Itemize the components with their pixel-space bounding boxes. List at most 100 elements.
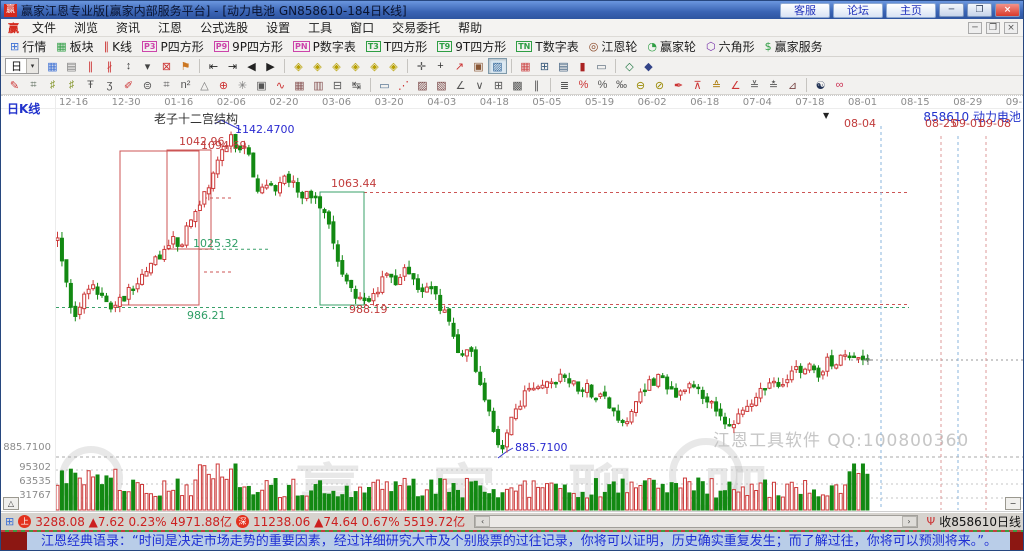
kline-up-icon[interactable]: ∥ xyxy=(81,58,100,74)
menu-item-窗口[interactable]: 窗口 xyxy=(350,21,375,35)
last-screen-icon[interactable]: ⇥ xyxy=(223,58,242,74)
scrollbar-left-icon[interactable]: ‹ xyxy=(475,516,491,527)
speed-line-icon[interactable]: ∠ xyxy=(726,77,745,93)
notes-icon[interactable]: ▤ xyxy=(554,58,573,74)
crosshair-icon[interactable]: + xyxy=(431,58,450,74)
print-icon[interactable]: ▭ xyxy=(592,58,611,74)
zoom-nav-icon-2[interactable]: ◈ xyxy=(308,58,327,74)
kline-chart-canvas[interactable] xyxy=(1,96,1024,513)
permille-icon[interactable]: ‰ xyxy=(612,77,631,93)
menu-item-资讯[interactable]: 资讯 xyxy=(116,21,141,35)
menu-item-设置[interactable]: 设置 xyxy=(266,21,291,35)
channel-icon[interactable]: ≚ xyxy=(745,77,764,93)
menu-item-浏览[interactable]: 浏览 xyxy=(74,21,99,35)
quotes-button[interactable]: ⊞ 行情 xyxy=(5,38,51,55)
pointer-tool-icon[interactable]: ↗ xyxy=(450,58,469,74)
zoom-nav-icon-5[interactable]: ◈ xyxy=(365,58,384,74)
triple-line-icon[interactable]: ≣ xyxy=(555,77,574,93)
report-view-icon[interactable]: ▤ xyxy=(62,58,81,74)
menu-item-工具[interactable]: 工具 xyxy=(308,21,333,35)
ink-tool-icon[interactable]: ✒ xyxy=(669,77,688,93)
time-grid-icon[interactable]: ▦ xyxy=(290,77,309,93)
sync-icon[interactable]: ◇ xyxy=(620,58,639,74)
curve-mode-icon[interactable]: ▨ xyxy=(488,58,507,74)
angle-tool-icon[interactable]: ✐ xyxy=(119,77,138,93)
hexagon-button[interactable]: ⬡ 六角形 xyxy=(701,38,760,55)
gann-boxes-group[interactable] xyxy=(119,149,365,306)
sse-index-value[interactable]: 3288.08 ▲7.62 0.23% 4971.88亿 xyxy=(35,515,233,529)
scale-toggle-icon[interactable]: ↕ xyxy=(119,58,138,74)
pen-tool-icon[interactable]: ✎ xyxy=(5,77,24,93)
menu-item-交易委托[interactable]: 交易委托 xyxy=(392,21,441,35)
triangle-tool-icon[interactable]: △ xyxy=(195,77,214,93)
kline-button[interactable]: ∥ K线 xyxy=(99,38,137,55)
9p-square-button[interactable]: P9 9P四方形 xyxy=(209,38,288,55)
scroll-left-icon[interactable]: ◀ xyxy=(242,58,261,74)
line-style-drop-icon[interactable]: ▾ xyxy=(138,58,157,74)
calendar-icon[interactable]: ▦ xyxy=(516,58,535,74)
t-square-button[interactable]: T3 T四方形 xyxy=(361,38,432,55)
remote-icon[interactable]: ◆ xyxy=(639,58,658,74)
t-line-icon[interactable]: Ŧ xyxy=(81,77,100,93)
square-number-icon[interactable]: n² xyxy=(176,77,195,93)
angle-line-icon[interactable]: ∠ xyxy=(451,77,470,93)
first-screen-icon[interactable]: ⇤ xyxy=(204,58,223,74)
price-grid-icon[interactable]: ▥ xyxy=(309,77,328,93)
zoom-nav-icon-1[interactable]: ◈ xyxy=(289,58,308,74)
fan-lines-icon[interactable]: ⋰ xyxy=(394,77,413,93)
vee-line-icon[interactable]: ∨ xyxy=(470,77,489,93)
homepage-button[interactable]: 主页 xyxy=(886,2,936,18)
9t-square-button[interactable]: T9 9T四方形 xyxy=(432,38,511,55)
gann-circle-icon[interactable]: ⊕ xyxy=(214,77,233,93)
circle-slash-icon[interactable]: ⊘ xyxy=(650,77,669,93)
star-burst-icon[interactable]: ✳ xyxy=(233,77,252,93)
close-button[interactable]: × xyxy=(995,3,1020,17)
mdi-minimize-icon[interactable]: ─ xyxy=(968,21,982,34)
winner-wheel-button[interactable]: ◔ 赢家轮 xyxy=(642,38,701,55)
pivot-icon[interactable]: ⊼ xyxy=(688,77,707,93)
grid-box-icon[interactable]: ⊞ xyxy=(489,77,508,93)
reg-channel-icon[interactable]: ≛ xyxy=(764,77,783,93)
pan-tool-icon[interactable]: ✛ xyxy=(412,58,431,74)
customer-service-button[interactable]: 客服 xyxy=(780,2,830,18)
volume-minimize-button[interactable]: − xyxy=(1005,497,1021,510)
chart-scrollbar[interactable]: ‹ › xyxy=(474,515,918,528)
minimize-button[interactable]: ─ xyxy=(939,3,964,17)
zoom-nav-icon-6[interactable]: ◈ xyxy=(384,58,403,74)
ruler-icon[interactable]: ⌗ xyxy=(157,77,176,93)
zoom-nav-icon-4[interactable]: ◈ xyxy=(346,58,365,74)
period-combo[interactable]: 日 ▾ xyxy=(5,58,39,74)
sectors-button[interactable]: ▦ 板块 xyxy=(51,38,98,55)
rect-draw-icon[interactable]: ▭ xyxy=(375,77,394,93)
overlay-frame-icon[interactable]: ⊠ xyxy=(157,58,176,74)
scrollbar-right-icon[interactable]: › xyxy=(901,516,917,527)
menu-item-文件[interactable]: 文件 xyxy=(32,21,57,35)
infinity-icon[interactable]: ∞ xyxy=(830,77,849,93)
shade-box2-icon[interactable]: ▧ xyxy=(432,77,451,93)
kline-down-icon[interactable]: ∦ xyxy=(100,58,119,74)
circle-one-icon[interactable]: ⊖ xyxy=(631,77,650,93)
percent-retrace-icon[interactable]: % xyxy=(574,77,593,93)
shade-box-icon[interactable]: ▨ xyxy=(413,77,432,93)
wave-tool-icon[interactable]: ∿ xyxy=(271,77,290,93)
yinyang-icon[interactable]: ☯ xyxy=(811,77,830,93)
gann-grid2-icon[interactable]: ♯ xyxy=(62,77,81,93)
save-icon[interactable]: ▮ xyxy=(573,58,592,74)
window-layout-icon[interactable]: ▦ xyxy=(43,58,62,74)
wedge-icon[interactable]: ⊿ xyxy=(783,77,802,93)
grid-tool-icon[interactable]: ⌗ xyxy=(24,77,43,93)
range-tool-icon[interactable]: ↹ xyxy=(347,77,366,93)
mdi-close-icon[interactable]: × xyxy=(1004,21,1018,34)
menu-item-公式选股[interactable]: 公式选股 xyxy=(200,21,249,35)
volume-expand-button[interactable]: △ xyxy=(3,497,19,510)
color-kline-icon[interactable]: ⚑ xyxy=(176,58,195,74)
gann-wheel-button[interactable]: ◎ 江恩轮 xyxy=(584,38,643,55)
spiral-icon[interactable]: ʒ xyxy=(100,77,119,93)
box-tool-icon[interactable]: ▣ xyxy=(252,77,271,93)
cycle-tool-icon[interactable]: ⊜ xyxy=(138,77,157,93)
quote-grid-icon[interactable]: ⊞ xyxy=(5,515,15,528)
scroll-right-icon[interactable]: ▶ xyxy=(261,58,280,74)
band-tool-icon[interactable]: ⊟ xyxy=(328,77,347,93)
percent-icon[interactable]: % xyxy=(593,77,612,93)
forum-button[interactable]: 论坛 xyxy=(833,2,883,18)
